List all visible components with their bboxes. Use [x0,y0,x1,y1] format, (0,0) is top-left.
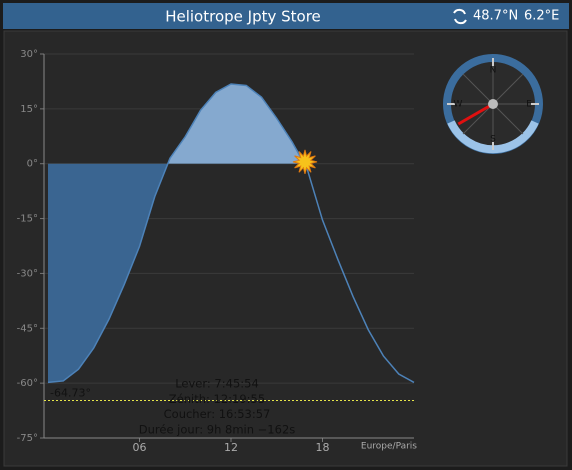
y-tick-label: 0° [27,159,38,170]
y-tick-label: 30° [20,49,38,60]
x-tick-label: 06 [133,441,147,454]
compass-hub [488,99,498,109]
compass-needle [457,102,494,126]
refresh-icon[interactable] [453,8,467,25]
y-tick-label: -75° [17,433,38,444]
compass: N E S W [443,54,543,154]
min-label: -64.73° [50,386,91,399]
header-title: Heliotrope Jpty Store [165,8,321,26]
y-tick-label: -15° [17,214,38,225]
compass-label: S [490,135,496,145]
refresh-arc [453,8,466,15]
sun [292,149,318,175]
compass-label: E [526,100,532,110]
compass-label: W [454,100,463,110]
info-line: Zénith: 12:19:55 [169,392,265,406]
elevation-line [47,83,415,384]
x-tick-label: 18 [316,441,330,454]
timezone: Europe/Paris [361,442,417,452]
x-tick-label: 12 [224,441,238,454]
info-line: Coucher: 16:53:57 [164,407,271,421]
longitude: 6.2°E [524,9,559,24]
y-tick-label: -30° [17,268,38,279]
y-tick-label: -45° [17,323,38,334]
y-tick-label: -60° [17,378,38,389]
refresh-arc [454,18,467,25]
info-line: Lever: 7:45:54 [175,377,259,391]
header-bar [3,3,569,29]
info-line: Durée jour: 9h 8min −162s [139,422,296,436]
latitude: 48.7°N [473,9,518,24]
compass-label: N [490,66,497,76]
y-tick-label: 15° [20,104,38,115]
